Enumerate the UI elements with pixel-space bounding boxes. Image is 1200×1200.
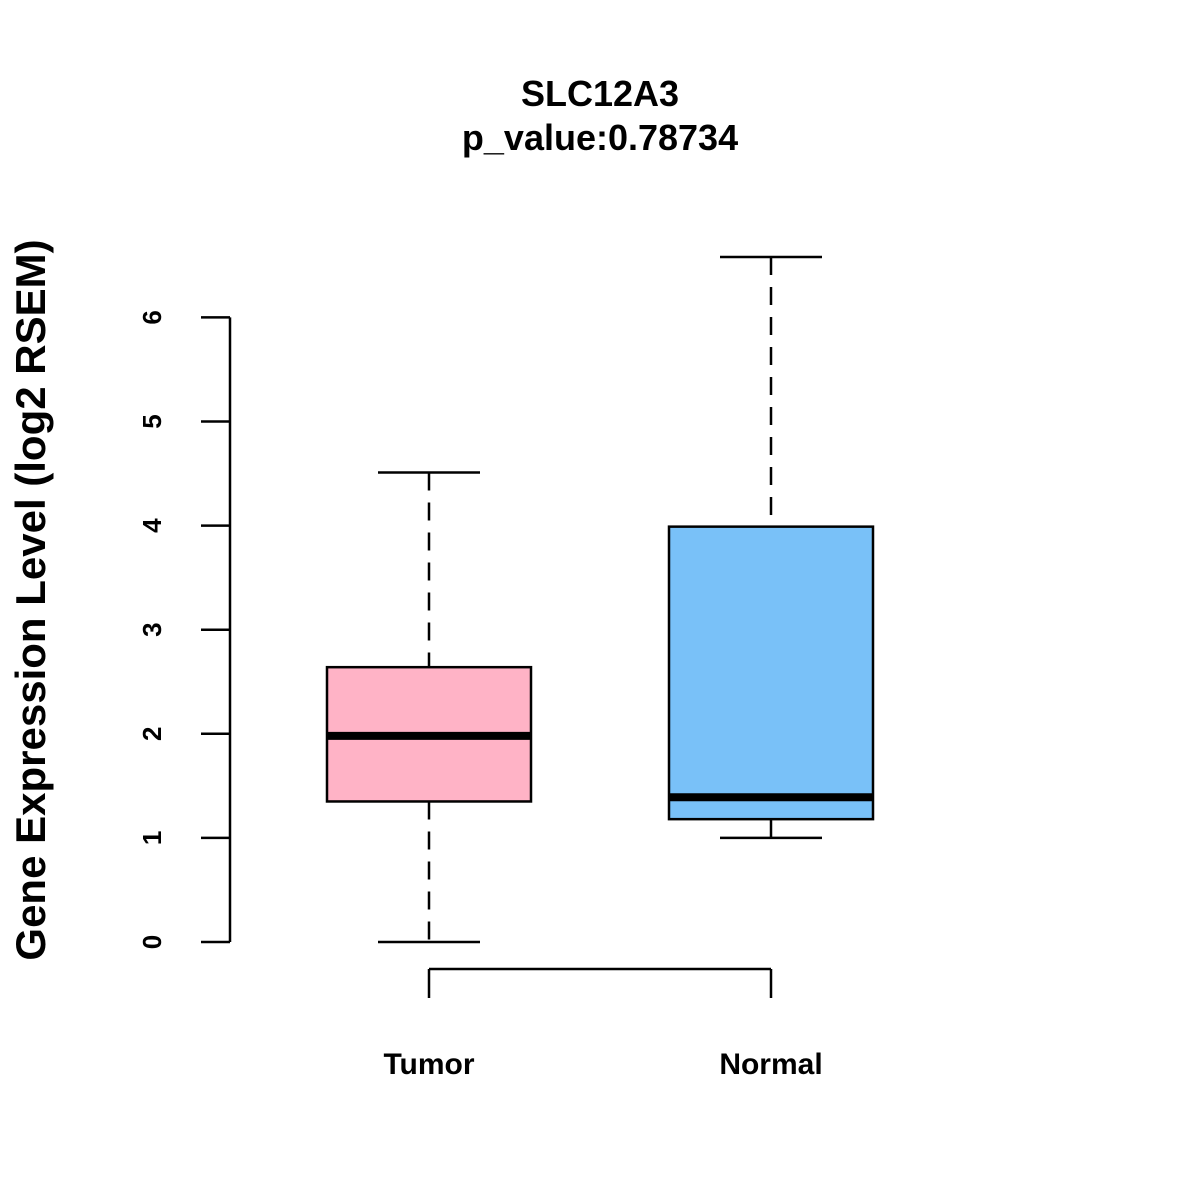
box-normal: [667, 255, 875, 840]
chart-title: SLC12A3: [521, 73, 679, 114]
x-label-normal: Normal: [719, 1048, 822, 1081]
y-tick-label-6: 6: [137, 310, 167, 324]
y-tick-label-0: 0: [137, 935, 167, 949]
iqr-box-normal: [667, 525, 875, 821]
y-tick-label-5: 5: [137, 414, 167, 428]
x-label-tumor: Tumor: [383, 1048, 474, 1081]
y-axis-label: Gene Expression Level (log2 RSEM): [7, 239, 54, 960]
plot-area: [325, 255, 875, 944]
y-tick-label-1: 1: [137, 831, 167, 845]
y-axis: 0 1 2 3 4 5 6: [137, 310, 232, 949]
box-tumor: [325, 471, 533, 944]
y-tick-label-4: 4: [137, 518, 167, 533]
chart-subtitle: p_value:0.78734: [462, 117, 738, 158]
y-tick-label-2: 2: [137, 727, 167, 741]
x-axis: Tumor Normal: [383, 967, 823, 1081]
y-tick-label-3: 3: [137, 622, 167, 636]
